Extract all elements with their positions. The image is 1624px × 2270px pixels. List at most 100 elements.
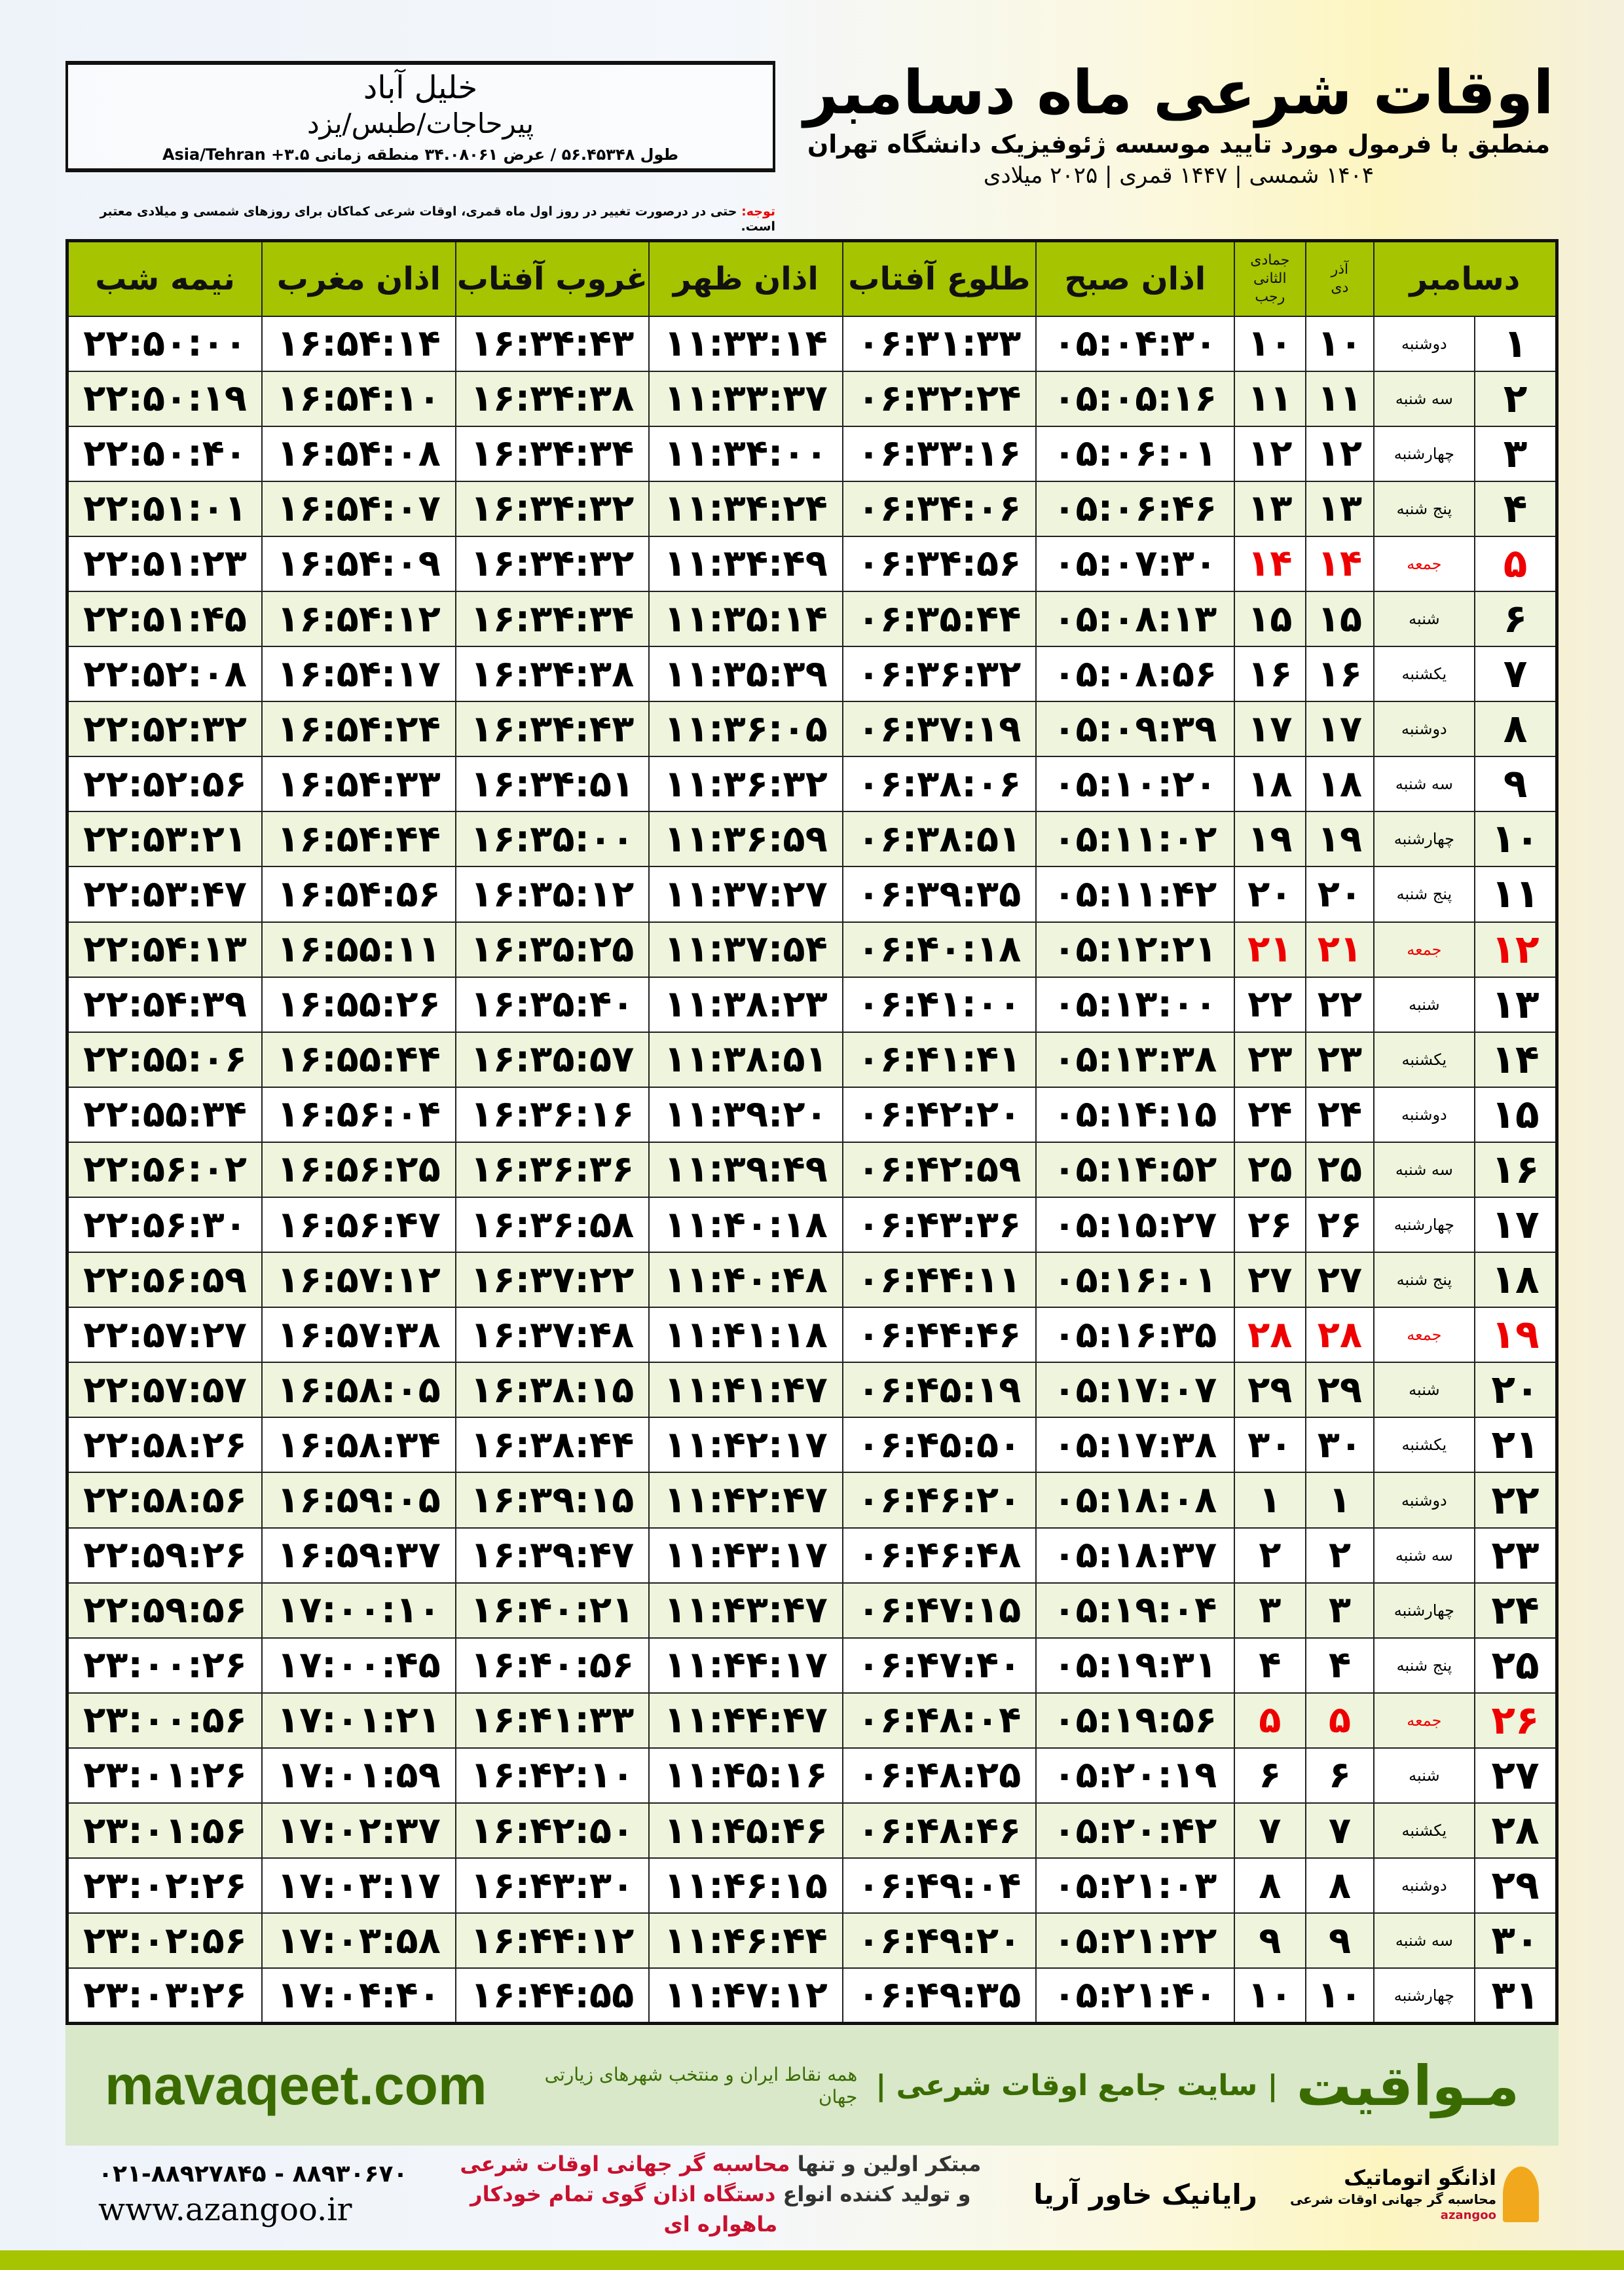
azangoo-link[interactable]: www.azangoo.ir [98, 2191, 352, 2228]
solar-day: ۶ [1305, 1747, 1375, 1804]
tagline: | سایت جامع اوقات شرعی | [876, 2069, 1278, 2102]
lunar-day: ۹ [1233, 1912, 1307, 1969]
maghrib-time: ۱۶:۵۴:۱۲ [261, 590, 456, 648]
sunset-time: ۱۶:۴۴:۱۲ [454, 1912, 650, 1969]
maghrib-time: ۱۷:۰۱:۲۱ [261, 1692, 456, 1749]
table-row: ۲۳ سه شنبه ۲ ۲ ۰۵:۱۸:۳۷ ۰۶:۴۶:۴۸ ۱۱:۴۳:۱۷ ۱۶:۳۹… [66, 1527, 1558, 1584]
sunrise-time: ۰۶:۳۹:۳۵ [841, 866, 1037, 923]
dhuhr-time: ۱۱:۳۷:۵۴ [648, 921, 843, 978]
dhuhr-time: ۱۱:۴۰:۴۸ [648, 1252, 843, 1309]
sunrise-time: ۰۶:۴۵:۵۰ [841, 1417, 1037, 1474]
maghrib-time: ۱۶:۵۴:۱۷ [261, 646, 456, 703]
day-number: ۲۷ [1474, 1747, 1558, 1804]
fajr-time: ۰۵:۱۱:۴۲ [1035, 866, 1235, 923]
midnight-time: ۲۲:۵۹:۵۶ [66, 1582, 263, 1639]
midnight-time: ۲۲:۵۳:۲۱ [66, 811, 263, 868]
lunar-day: ۶ [1233, 1747, 1307, 1804]
solar-day: ۲۵ [1305, 1141, 1375, 1199]
dhuhr-time: ۱۱:۳۸:۲۳ [648, 976, 843, 1033]
midnight-time: ۲۲:۵۸:۵۶ [66, 1472, 263, 1529]
sunset-time: ۱۶:۳۸:۴۴ [454, 1417, 650, 1474]
day-number: ۱۵ [1474, 1086, 1558, 1143]
sunset-time: ۱۶:۳۹:۴۷ [454, 1527, 650, 1584]
promo-line2a: و تولید کننده انواع [775, 2182, 971, 2206]
fajr-time: ۰۵:۱۹:۰۴ [1035, 1582, 1235, 1639]
prayer-times-table: دسامبر آذر دی جمادی الثانی رجب اذان صبح طل… [65, 239, 1559, 2025]
bottom-bar [0, 2250, 1624, 2270]
sunrise-time: ۰۶:۴۹:۳۵ [841, 1967, 1037, 2024]
weekday: جمعه [1373, 1307, 1476, 1364]
midnight-time: ۲۳:۰۲:۲۶ [66, 1857, 263, 1914]
dhuhr-time: ۱۱:۴۷:۱۲ [648, 1967, 843, 2024]
lunar-day: ۳ [1233, 1582, 1307, 1639]
promo-line1a: مبتکر اولین و تنها [790, 2151, 982, 2176]
lunar-day: ۱۵ [1233, 590, 1307, 648]
weekday: دوشنبه [1373, 701, 1476, 758]
col-sunset: غروب آفتاب [454, 240, 650, 317]
sunrise-time: ۰۶:۴۳:۳۶ [841, 1196, 1037, 1254]
col-midnight: نیمه شب [66, 240, 263, 317]
day-number: ۲۸ [1474, 1802, 1558, 1859]
day-number: ۳۱ [1474, 1967, 1558, 2024]
weekday: سه شنبه [1373, 1527, 1476, 1584]
coordinates: طول ۵۶.۴۵۳۴۸ / عرض ۳۴.۰۸۰۶۱ منطقه زمانی … [162, 145, 679, 164]
weekday: سه شنبه [1373, 1141, 1476, 1199]
contact-info: ۰۲۱-۸۸۹۲۷۸۴۵ - ۸۸۹۳۰۶۷۰ www.azangoo.ir [98, 2159, 407, 2229]
weekday: پنج شنبه [1373, 1637, 1476, 1694]
day-number: ۴ [1474, 480, 1558, 537]
lunar-day: ۲ [1233, 1527, 1307, 1584]
solar-day: ۱۷ [1305, 701, 1375, 758]
lunar-day: ۵ [1233, 1692, 1307, 1749]
midnight-time: ۲۲:۵۰:۰۰ [66, 315, 263, 372]
maghrib-time: ۱۶:۵۴:۰۷ [261, 480, 456, 537]
note-label: توجه: [741, 204, 775, 219]
table-row: ۲۴ چهارشنبه ۳ ۳ ۰۵:۱۹:۰۴ ۰۶:۴۷:۱۵ ۱۱:۴۳:۴۷ ۱۶:۴… [66, 1582, 1558, 1639]
solar-day: ۲۱ [1305, 921, 1375, 978]
solar-day: ۴ [1305, 1637, 1375, 1694]
day-number: ۳ [1474, 425, 1558, 482]
maghrib-time: ۱۶:۵۹:۰۵ [261, 1472, 456, 1529]
fajr-time: ۰۵:۱۹:۵۶ [1035, 1692, 1235, 1749]
lunar-day: ۱۲ [1233, 425, 1307, 482]
solar-day: ۹ [1305, 1912, 1375, 1969]
midnight-time: ۲۲:۵۶:۳۰ [66, 1196, 263, 1254]
fajr-time: ۰۵:۱۵:۲۷ [1035, 1196, 1235, 1254]
midnight-time: ۲۲:۵۴:۱۳ [66, 921, 263, 978]
sunrise-time: ۰۶:۳۵:۴۴ [841, 590, 1037, 648]
promo-text: مبتکر اولین و تنها محاسبه گر جهانی اوقات… [440, 2149, 1001, 2239]
fajr-time: ۰۵:۰۷:۳۰ [1035, 535, 1235, 592]
solar-day: ۱۰ [1305, 315, 1375, 372]
sunrise-time: ۰۶:۴۷:۴۰ [841, 1637, 1037, 1694]
fajr-time: ۰۵:۱۶:۳۵ [1035, 1307, 1235, 1364]
lunar-day: ۲۷ [1233, 1252, 1307, 1309]
table-row: ۷ یکشنبه ۱۶ ۱۶ ۰۵:۰۸:۵۶ ۰۶:۳۶:۳۲ ۱۱:۳۵:۳۹ ۱۶:۳۴… [66, 646, 1558, 703]
fajr-time: ۰۵:۱۸:۰۸ [1035, 1472, 1235, 1529]
fajr-time: ۰۵:۱۹:۳۱ [1035, 1637, 1235, 1694]
table-row: ۸ دوشنبه ۱۷ ۱۷ ۰۵:۰۹:۳۹ ۰۶:۳۷:۱۹ ۱۱:۳۶:۰۵ ۱۶:۳۴… [66, 701, 1558, 758]
dhuhr-time: ۱۱:۳۴:۴۹ [648, 535, 843, 592]
promo-line2b: دستگاه اذان گوی تمام خودکار ماهواره ای [470, 2182, 778, 2237]
lunar-month2: رجب [1255, 288, 1285, 305]
website-link[interactable]: mavaqeet.com [105, 2055, 487, 2116]
maghrib-time: ۱۶:۵۴:۱۰ [261, 370, 456, 427]
day-number: ۲۲ [1474, 1472, 1558, 1529]
dhuhr-time: ۱۱:۳۹:۴۹ [648, 1141, 843, 1199]
table-row: ۲۱ یکشنبه ۳۰ ۳۰ ۰۵:۱۷:۳۸ ۰۶:۴۵:۵۰ ۱۱:۴۲:۱۷ ۱۶:۳… [66, 1417, 1558, 1474]
solar-day: ۳ [1305, 1582, 1375, 1639]
sunrise-time: ۰۶:۳۴:۵۶ [841, 535, 1037, 592]
table-row: ۲ سه شنبه ۱۱ ۱۱ ۰۵:۰۵:۱۶ ۰۶:۳۲:۲۴ ۱۱:۳۳:۳۷ ۱۶:۳… [66, 370, 1558, 427]
weekday: شنبه [1373, 1362, 1476, 1419]
table-row: ۲۹ دوشنبه ۸ ۸ ۰۵:۲۱:۰۳ ۰۶:۴۹:۰۴ ۱۱:۴۶:۱۵ ۱۶:۴۳:… [66, 1857, 1558, 1914]
day-number: ۱۶ [1474, 1141, 1558, 1199]
midnight-time: ۲۲:۵۱:۰۱ [66, 480, 263, 537]
dhuhr-time: ۱۱:۳۶:۵۹ [648, 811, 843, 868]
dhuhr-time: ۱۱:۳۵:۳۹ [648, 646, 843, 703]
fajr-time: ۰۵:۲۱:۲۲ [1035, 1912, 1235, 1969]
midnight-time: ۲۲:۵۰:۴۰ [66, 425, 263, 482]
sunrise-time: ۰۶:۴۴:۱۱ [841, 1252, 1037, 1309]
solar-day: ۱۰ [1305, 1967, 1375, 2024]
solar-day: ۱۴ [1305, 535, 1375, 592]
maghrib-time: ۱۶:۵۴:۳۳ [261, 756, 456, 813]
fajr-time: ۰۵:۱۷:۰۷ [1035, 1362, 1235, 1419]
sunset-time: ۱۶:۳۴:۳۸ [454, 646, 650, 703]
